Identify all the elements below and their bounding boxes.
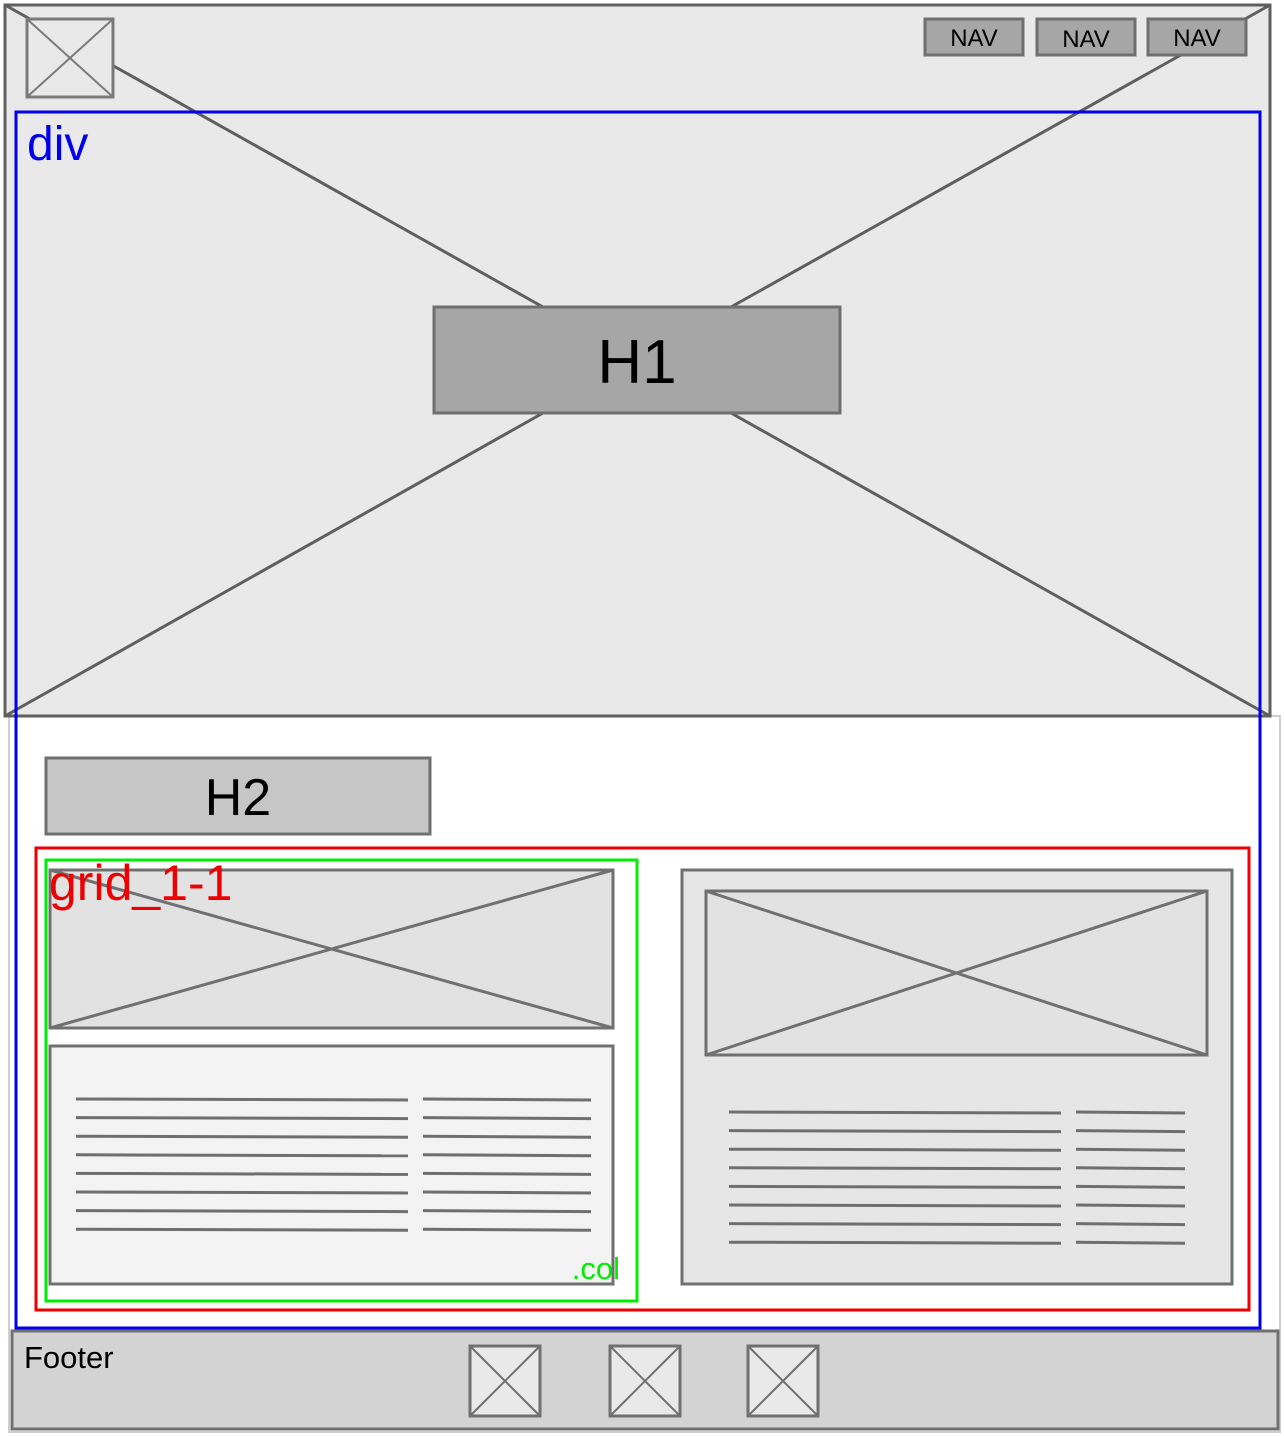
nav-label-3: NAV (1173, 25, 1221, 52)
col-annotation-box (44, 858, 639, 1303)
footer-image-icon-1[interactable] (468, 1344, 542, 1418)
logo-image-icon[interactable] (25, 17, 115, 99)
grid-annotation-box (34, 846, 1251, 1312)
card-left-text-line (75, 1190, 409, 1195)
card-right-text-line (1075, 1147, 1186, 1152)
card-left-text-line (422, 1134, 592, 1139)
footer: Footer (10, 1329, 1280, 1431)
card-left-text-line (75, 1171, 409, 1176)
card-right-text-line (728, 1166, 1062, 1171)
hero-cross-line-br (730, 411, 1271, 718)
card-left-text-line (422, 1171, 592, 1176)
card-right-text-line (1075, 1222, 1186, 1227)
card-right-text-line (728, 1240, 1062, 1245)
card-left-text-line (75, 1134, 409, 1139)
card-left-text-line (422, 1190, 592, 1195)
div-annotation-label: div (27, 118, 88, 171)
card-right-text-line (728, 1110, 1062, 1115)
card-left-text-line (422, 1227, 592, 1232)
card-right-text-line (1075, 1129, 1186, 1134)
h1-label: H1 (597, 328, 676, 397)
h2-block (44, 756, 432, 836)
card-right-text-line (728, 1129, 1062, 1134)
card-left-image-icon (48, 868, 615, 1030)
card-left-text-line (75, 1209, 409, 1214)
card-left-text-lines (75, 1097, 592, 1232)
card-right-text-line (1075, 1240, 1186, 1245)
footer-image-icon-3[interactable] (746, 1344, 820, 1418)
card-right-text-line (1075, 1184, 1186, 1189)
card-right-text-line (1075, 1166, 1186, 1171)
hero-section: NAV NAV NAV H1 (3, 3, 1272, 718)
card-right-text-line (1075, 1203, 1186, 1208)
card-right (680, 868, 1234, 1286)
card-right-text-line (728, 1147, 1062, 1152)
h2-label: H2 (205, 769, 271, 827)
card-right-text-line (1075, 1110, 1186, 1115)
card-right-image-icon (704, 889, 1209, 1057)
card-right-text-line (728, 1222, 1062, 1227)
grid-annotation-label: grid_1-1 (49, 855, 232, 911)
card-left-text-line (75, 1116, 409, 1121)
h1-block (432, 305, 842, 415)
nav-button-3[interactable]: NAV (1146, 17, 1248, 57)
card-left-text-line (422, 1097, 592, 1102)
card-left-text-line (422, 1209, 592, 1214)
footer-label: Footer (24, 1340, 114, 1375)
card-left (48, 868, 615, 1286)
card-left-text-line (75, 1097, 409, 1102)
card-left-text-line (422, 1153, 592, 1158)
nav-label-2: NAV (1062, 26, 1110, 53)
col-annotation-label: .col (572, 1251, 620, 1286)
card-left-text-line (75, 1153, 409, 1158)
div-annotation-box (14, 110, 1262, 1330)
card-right-text-line (728, 1203, 1062, 1208)
hero-cross-line-bl (4, 411, 544, 718)
nav-label-1: NAV (950, 25, 998, 52)
nav-button-2[interactable]: NAV (1035, 17, 1137, 57)
card-right-text-lines (728, 1110, 1186, 1245)
card-left-text-line (422, 1116, 592, 1121)
card-left-text-box (48, 1044, 615, 1286)
footer-image-icon-2[interactable] (608, 1344, 682, 1418)
card-left-text-line (75, 1227, 409, 1232)
nav-button-1[interactable]: NAV (923, 17, 1025, 57)
card-right-text-line (728, 1184, 1062, 1189)
